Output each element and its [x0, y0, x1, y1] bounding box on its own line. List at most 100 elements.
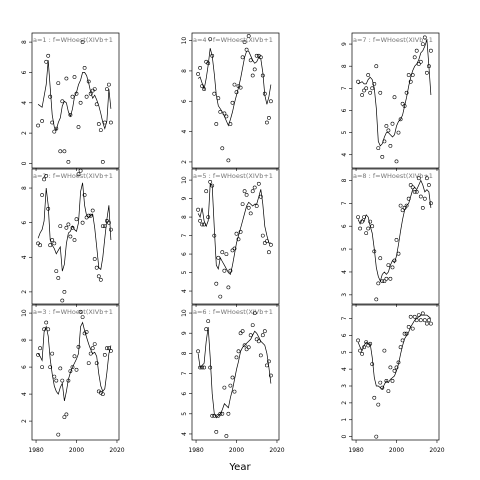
data-point [398, 117, 403, 122]
data-point [256, 181, 261, 186]
y-tick-label: 8 [181, 351, 188, 355]
y-tick-label: 6 [21, 70, 28, 74]
y-tick-label: 6 [181, 252, 188, 256]
data-point [48, 94, 53, 99]
data-point [258, 353, 263, 358]
data-point [418, 59, 423, 64]
y-tick-label: 4 [341, 367, 348, 371]
data-point [196, 349, 201, 354]
data-point [220, 146, 225, 151]
data-point [204, 327, 209, 332]
y-tick-label: 1 [341, 418, 348, 422]
data-point [384, 124, 389, 128]
data-point [92, 342, 97, 347]
data-point [264, 120, 269, 125]
data-point [198, 218, 203, 223]
data-point [78, 309, 83, 314]
data-point [368, 341, 373, 346]
x-tick-label: 2000 [229, 447, 244, 454]
data-point [109, 348, 113, 353]
fitted-line [37, 60, 112, 131]
data-point [206, 61, 211, 66]
y-tick-label: 4 [181, 432, 188, 436]
data-point [362, 88, 367, 93]
y-tick-label: 6 [21, 221, 28, 225]
y-tick-label: 5 [181, 412, 188, 416]
data-point [422, 318, 427, 323]
panel-frame [351, 32, 440, 169]
data-point [88, 213, 93, 218]
data-point [86, 213, 91, 218]
data-point [424, 176, 429, 181]
data-point [408, 314, 413, 319]
data-point [70, 365, 75, 370]
data-point [426, 183, 431, 187]
data-point [382, 279, 387, 284]
data-point [48, 243, 53, 248]
data-point [410, 73, 415, 77]
data-point [107, 220, 111, 225]
fitted-line [197, 48, 272, 127]
y-tick-label: 4 [21, 101, 28, 105]
data-point [240, 55, 245, 60]
y-tick-label: 5 [341, 350, 348, 354]
data-point [404, 203, 409, 208]
data-point [390, 265, 395, 270]
data-point [198, 365, 203, 370]
data-point [392, 258, 397, 263]
data-point [418, 194, 423, 199]
data-point [66, 222, 71, 227]
data-point [362, 215, 367, 220]
x-tick-label: 2020 [269, 447, 284, 454]
data-point [74, 367, 79, 372]
data-point [376, 146, 381, 151]
data-point [105, 87, 109, 92]
data-point [370, 362, 375, 367]
data-point [100, 392, 105, 397]
data-point [198, 66, 203, 70]
data-point [244, 192, 249, 197]
data-point [366, 226, 371, 231]
data-point [80, 315, 85, 320]
data-point [242, 40, 247, 45]
data-point [388, 365, 393, 370]
data-point [72, 238, 77, 242]
data-point [372, 395, 377, 400]
data-point [396, 251, 401, 256]
data-point [376, 281, 381, 286]
data-point [374, 64, 379, 69]
y-tick-label: 4 [181, 130, 188, 134]
y-tick-label: 6 [21, 365, 28, 369]
data-point [394, 365, 399, 370]
data-point [214, 281, 219, 286]
data-point [60, 99, 65, 104]
data-point [82, 193, 87, 197]
data-point [374, 297, 379, 302]
data-point [210, 413, 215, 418]
data-point [212, 91, 217, 96]
data-point [254, 204, 259, 208]
data-point [376, 402, 381, 407]
data-point [40, 365, 45, 370]
data-point [358, 348, 363, 353]
data-point [402, 331, 407, 336]
data-point [84, 330, 89, 334]
data-point [238, 229, 243, 234]
panel-9: 0 1 2 3 4 5 6 7 1980 2000 2020 [341, 304, 445, 454]
data-point [109, 120, 113, 125]
y-tick-label: 7 [341, 86, 348, 90]
data-point [216, 96, 221, 101]
data-point [210, 53, 215, 58]
data-point [238, 85, 243, 90]
panel-frame [191, 304, 280, 441]
data-point [50, 238, 55, 242]
fitted-line [197, 183, 271, 276]
data-point [246, 345, 251, 350]
y-tick-label: 4 [21, 255, 28, 259]
data-point [232, 389, 237, 394]
data-point [64, 225, 69, 230]
data-point [36, 123, 41, 128]
data-point [100, 224, 105, 229]
data-point [84, 215, 89, 220]
